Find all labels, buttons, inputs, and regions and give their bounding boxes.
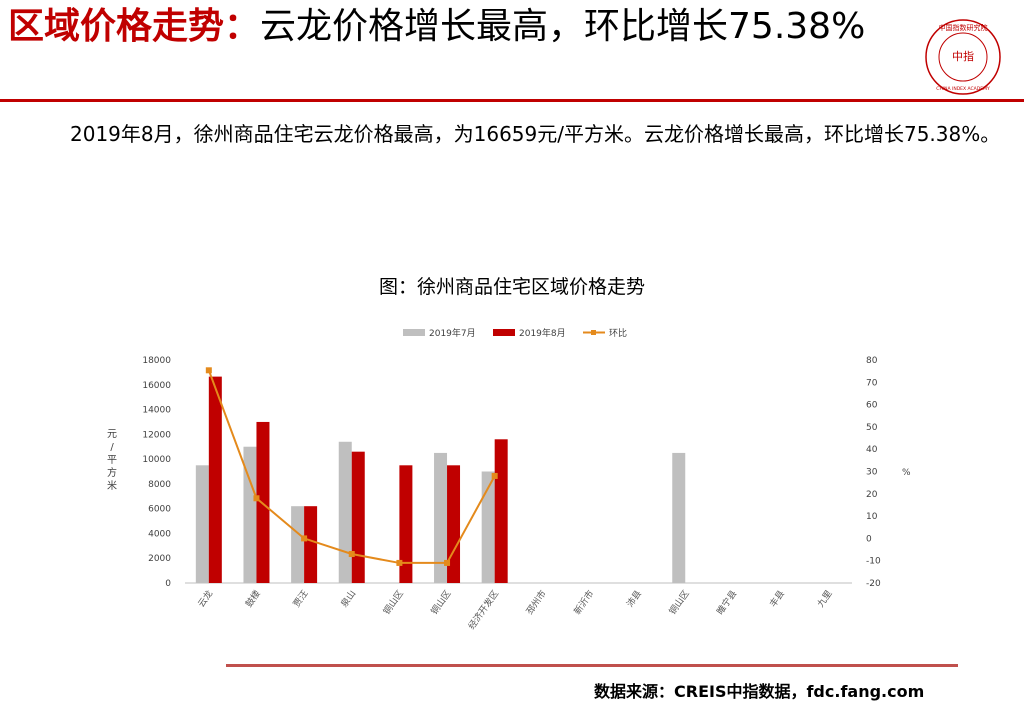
y2-tick-label: 70: [866, 378, 878, 388]
category-label: 睢宁县: [714, 588, 739, 617]
legend-swatch: [591, 330, 596, 335]
bar-jul: [195, 465, 209, 583]
y-axis-label-char: 米: [107, 479, 117, 492]
logo-bottom-text: CHINA INDEX ACADEMY: [936, 86, 990, 92]
y2-tick-label: 10: [866, 512, 878, 522]
bar-aug: [208, 376, 222, 583]
mom-change-point: [253, 495, 260, 502]
category-label: 邳州市: [523, 588, 548, 617]
y2-tick-label: 50: [866, 423, 878, 433]
legend-swatch: [403, 329, 425, 336]
title-divider: [0, 99, 1024, 102]
mom-change-point: [491, 472, 498, 479]
bar-jul: [291, 506, 305, 583]
y2-tick-label: -20: [866, 579, 881, 589]
y2-axis-label: %: [902, 468, 911, 478]
y-axis-label-char: 元: [107, 429, 117, 440]
category-label: 泉山: [338, 588, 358, 610]
bar-jul: [338, 441, 352, 583]
legend-entry: 环比: [609, 327, 627, 339]
y-tick-label: 2000: [148, 554, 171, 564]
source-note: 数据来源：CREIS中指数据，fdc.fang.com: [594, 682, 925, 701]
y2-tick-label: 40: [866, 445, 878, 455]
y-axis-label-char: /: [110, 442, 114, 453]
mom-change-point: [396, 559, 403, 566]
title-highlight: 区域价格走势：: [8, 6, 261, 47]
logo-top-text: 中国指数研究院: [939, 23, 988, 32]
category-label: 经济开发区: [465, 588, 501, 632]
bar-aug: [304, 506, 318, 583]
y-tick-label: 0: [165, 579, 171, 589]
bar-aug: [351, 451, 365, 583]
y-tick-label: 8000: [148, 480, 171, 490]
bar-jul: [481, 471, 495, 583]
legend-swatch: [493, 329, 515, 336]
summary-paragraph: 2019年8月，徐州商品住宅云龙价格最高，为16659元/平方米。云龙价格增长最…: [70, 122, 1001, 146]
category-label: 贾汪: [291, 588, 310, 609]
legend-entry: 2019年7月: [429, 327, 476, 339]
y2-tick-label: 0: [866, 534, 872, 544]
y-tick-label: 12000: [142, 430, 171, 440]
footer-divider: [226, 664, 958, 667]
logo-center-text: 中指: [952, 49, 974, 63]
category-label: 铜山区: [381, 588, 406, 617]
y-tick-label: 4000: [148, 529, 171, 539]
y2-tick-label: 60: [866, 401, 878, 411]
category-label: 九里: [815, 588, 834, 609]
page-title: 区域价格走势：云龙价格增长最高，环比增长75.38%: [8, 4, 908, 50]
title-rest: 云龙价格增长最高，环比增长75.38%: [260, 6, 866, 47]
y-axis-label-char: 平: [107, 455, 117, 466]
y-tick-label: 14000: [142, 406, 171, 416]
mom-change-point: [348, 551, 355, 558]
mom-change-point: [301, 535, 308, 542]
y2-tick-label: 30: [866, 468, 878, 478]
y-tick-label: 16000: [142, 381, 171, 391]
category-label: 新沂市: [571, 588, 596, 617]
category-label: 沛县: [624, 588, 644, 610]
bar-aug: [399, 465, 413, 583]
y2-tick-label: 80: [866, 356, 878, 366]
legend-entry: 2019年8月: [519, 327, 566, 339]
chart-title: 图：徐州商品住宅区域价格走势: [378, 276, 645, 298]
china-index-academy-logo: 中国指数研究院 中指 CHINA INDEX ACADEMY: [925, 19, 1001, 95]
y-tick-label: 6000: [148, 505, 171, 515]
y-tick-label: 18000: [142, 356, 171, 366]
y-axis-label-char: 方: [107, 466, 117, 479]
bar-jul: [243, 446, 257, 583]
category-label: 铜山区: [666, 588, 691, 617]
y2-tick-label: -10: [866, 557, 881, 567]
bar-aug: [494, 439, 508, 583]
mom-change-point: [444, 559, 451, 566]
category-label: 铜山区: [428, 588, 453, 617]
bar-jul: [672, 452, 686, 583]
category-label: 鼓楼: [243, 588, 263, 610]
bar-aug: [447, 465, 461, 583]
y2-tick-label: 20: [866, 490, 878, 500]
category-label: 云龙: [195, 588, 215, 610]
category-label: 丰县: [767, 588, 787, 610]
y-tick-label: 10000: [142, 455, 171, 465]
price-trend-chart: 0 2000 4000 6000 8000 10000 12000 14000 16000 180…: [107, 327, 911, 632]
mom-change-point: [205, 367, 212, 374]
bar-jul: [434, 452, 448, 583]
